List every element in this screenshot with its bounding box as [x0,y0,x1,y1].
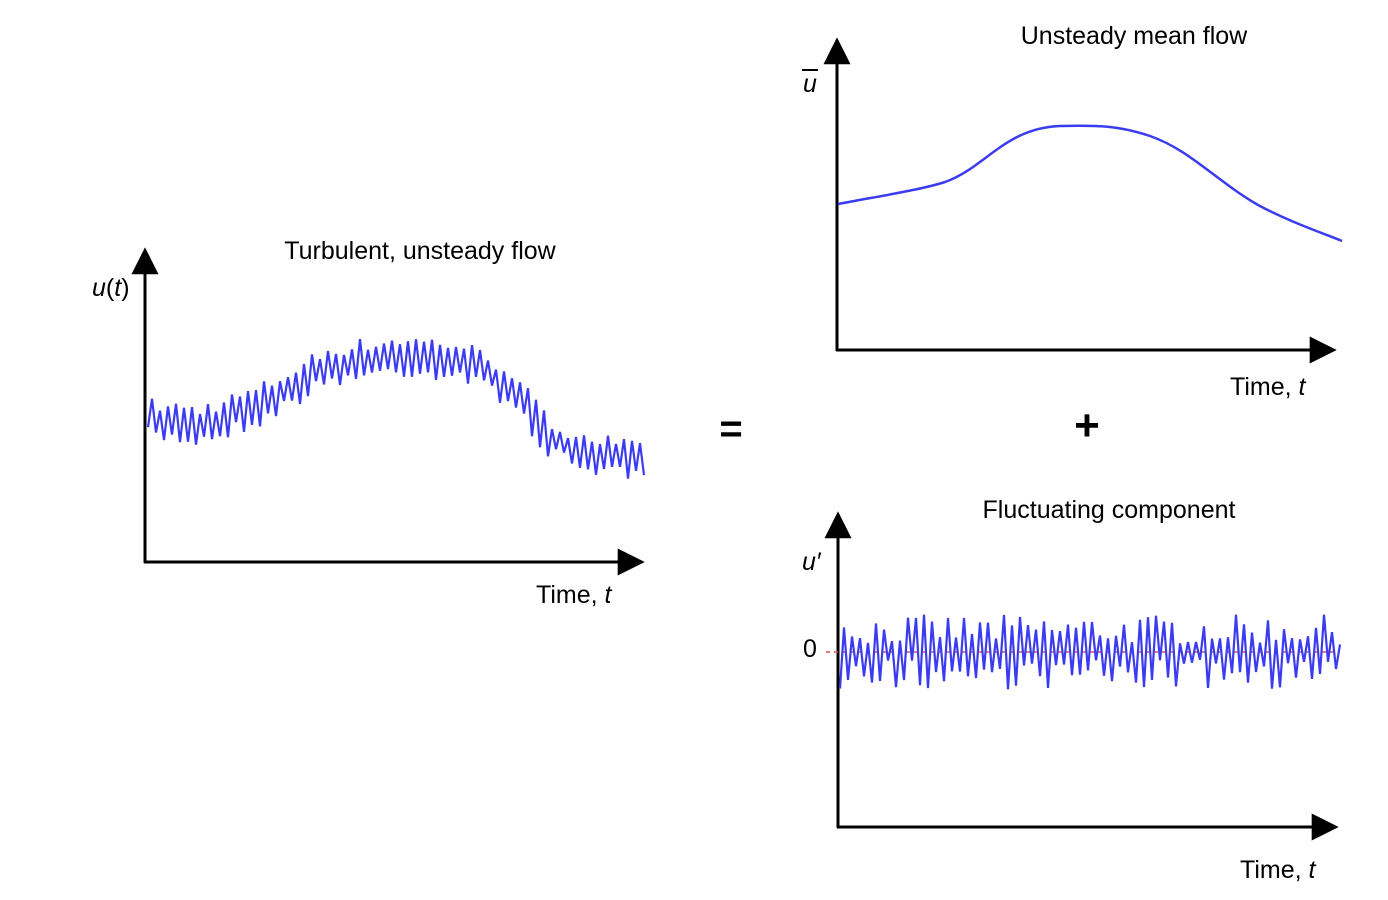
equals-sign: = [719,407,742,451]
bottom-right-panel-title: Fluctuating component [983,496,1236,524]
top-right-y-axis-label: u [803,70,817,98]
left-x-axis-label: Time, t [536,581,613,609]
zero-label: 0 [803,635,817,663]
plus-sign: + [1074,401,1100,450]
left-y-label-open: ( [106,274,115,302]
left-y-axis-label: u(t) [92,274,130,302]
left-turbulent-signal [146,338,646,479]
bottom-right-x-label-t: t [1309,856,1317,884]
left-panel-title: Turbulent, unsteady flow [284,237,556,265]
top-right-x-axis-label: Time, t [1230,373,1307,401]
top-right-x-label-t: t [1299,373,1307,401]
left-panel: Turbulent, unsteady flow u(t) Time, t [92,237,646,609]
bottom-right-panel: Fluctuating component u′ 0 Time, t [802,496,1342,884]
bottom-right-y-axis-label: u′ [802,548,822,576]
top-right-x-label-prefix: Time, [1230,373,1299,401]
left-x-label-t: t [605,581,613,609]
left-y-label-u: u [92,274,106,302]
left-x-label-prefix: Time, [536,581,605,609]
bottom-right-x-axis-label: Time, t [1240,856,1317,884]
bottom-right-x-label-prefix: Time, [1240,856,1309,884]
top-right-panel-title: Unsteady mean flow [1021,22,1248,50]
left-y-label-close: ) [121,274,129,302]
left-y-label-t: t [114,274,122,302]
fluctuating-signal [838,614,1342,690]
mean-flow-curve [837,124,1343,243]
top-right-panel: Unsteady mean flow u Time, t [802,22,1343,401]
